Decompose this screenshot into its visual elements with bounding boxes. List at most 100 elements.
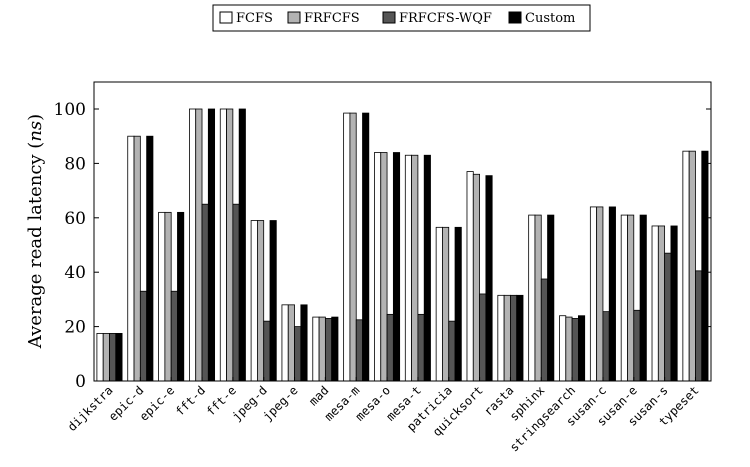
bar-susan-s-frfcfs	[657, 225, 666, 382]
bar-rasta-frfcfs	[503, 294, 511, 382]
bar-mesa-o-custom	[392, 152, 401, 382]
bar-jpeg-e-fcfs	[281, 304, 289, 382]
bar-patricia-frfcfs-wqf	[448, 320, 456, 382]
bar-dijkstra-custom	[115, 332, 123, 382]
bar-fft-d-custom	[207, 108, 216, 382]
bar-rasta-custom	[516, 294, 524, 382]
bar-mad-fcfs	[312, 316, 320, 382]
bar-typeset-fcfs	[682, 150, 690, 382]
bar-fft-d-frfcfs-wqf	[201, 203, 209, 382]
bar-mesa-t-frfcfs-wqf	[417, 313, 425, 382]
bar-susan-e-frfcfs-wqf	[633, 309, 641, 382]
bar-mesa-t-custom	[423, 154, 431, 382]
bar-dijkstra-frfcfs	[102, 332, 110, 382]
plot-frame	[93, 81, 712, 382]
bar-patricia-fcfs	[435, 226, 443, 382]
bar-susan-c-frfcfs	[596, 206, 604, 382]
bar-susan-e-fcfs	[620, 214, 628, 382]
bar-susan-e-frfcfs	[627, 214, 635, 382]
bar-typeset-frfcfs	[688, 150, 696, 382]
bar-epic-e-frfcfs	[164, 211, 172, 382]
bar-epic-e-frfcfs-wqf	[170, 290, 178, 382]
bar-jpeg-d-frfcfs-wqf	[263, 320, 271, 382]
bar-fft-d-frfcfs	[195, 108, 203, 382]
bar-epic-d-frfcfs	[133, 135, 141, 382]
bar-mesa-m-fcfs	[343, 112, 351, 382]
bar-jpeg-d-fcfs	[250, 220, 258, 382]
bar-sphinx-frfcfs	[534, 214, 542, 382]
legend-label-fcfs: FCFS	[236, 11, 273, 26]
bar-stringsearch-fcfs	[559, 315, 567, 382]
bar-sphinx-frfcfs-wqf	[540, 278, 548, 382]
y-axis-label-prefix: Average read latency (	[25, 142, 46, 350]
bar-mesa-m-frfcfs-wqf	[355, 319, 363, 382]
bar-mad-custom	[331, 316, 339, 382]
bar-rasta-fcfs	[497, 294, 505, 382]
bar-quicksort-frfcfs	[472, 173, 480, 382]
x-tick-label-dijkstra: dijkstra	[65, 383, 116, 434]
bar-stringsearch-custom	[578, 315, 586, 382]
bar-rasta-frfcfs-wqf	[510, 294, 518, 382]
legend-swatch-custom	[508, 11, 522, 24]
y-tick-label: 60	[64, 209, 86, 229]
bar-jpeg-e-frfcfs-wqf	[294, 326, 302, 382]
bar-jpeg-e-custom	[300, 304, 308, 382]
bar-susan-c-fcfs	[589, 206, 598, 382]
legend-label-frfcfs: FRFCFS	[304, 11, 360, 26]
bar-jpeg-d-custom	[269, 220, 277, 382]
bar-typeset-custom	[701, 150, 709, 382]
bar-mad-frfcfs-wqf	[324, 318, 333, 382]
legend-label-custom: Custom	[525, 11, 575, 26]
bar-patricia-custom	[454, 226, 462, 382]
legend-swatch-fcfs	[219, 11, 233, 24]
y-axis-ticks: 0 20 40 60 80 100	[54, 100, 711, 392]
bar-fft-e-custom	[238, 108, 246, 382]
x-tick-label-epic-e: epic-e	[137, 383, 178, 424]
bar-stringsearch-frfcfs	[565, 316, 573, 382]
y-tick-label: 20	[64, 318, 86, 338]
y-axis-label-suffix: )	[25, 114, 46, 121]
x-tick-label-mad: mad	[306, 383, 331, 408]
bar-epic-d-frfcfs-wqf	[139, 290, 148, 382]
y-tick-label: 0	[75, 372, 86, 392]
bar-susan-c-frfcfs-wqf	[602, 311, 610, 382]
bar-susan-s-frfcfs-wqf	[664, 252, 672, 382]
bar-mesa-o-frfcfs	[380, 152, 388, 382]
bar-susan-e-custom	[639, 214, 647, 382]
bar-quicksort-frfcfs-wqf	[479, 293, 487, 382]
x-tick-label-fft-d: fft-d	[173, 383, 208, 418]
bars	[96, 108, 709, 382]
bar-stringsearch-frfcfs-wqf	[571, 318, 579, 382]
bar-fft-e-frfcfs-wqf	[232, 203, 240, 382]
bar-jpeg-e-frfcfs	[287, 304, 295, 382]
x-tick-label-jpeg-e: jpeg-e	[260, 383, 301, 424]
x-axis-labels: dijkstraepic-depic-efft-dfft-ejpeg-djpeg…	[65, 377, 702, 454]
legend-box	[212, 4, 591, 32]
bar-mesa-o-fcfs	[374, 152, 382, 382]
bar-patricia-frfcfs	[442, 226, 450, 382]
bar-mesa-t-frfcfs	[411, 154, 419, 382]
bar-jpeg-d-frfcfs	[256, 220, 265, 382]
bar-epic-e-custom	[177, 211, 185, 382]
bar-susan-s-custom	[670, 225, 678, 382]
bar-sphinx-custom	[547, 214, 555, 382]
bar-mesa-t-fcfs	[404, 154, 412, 382]
bar-susan-s-fcfs	[651, 225, 659, 382]
bar-mesa-m-frfcfs	[349, 112, 357, 382]
bar-quicksort-custom	[485, 175, 493, 382]
bar-fft-e-frfcfs	[226, 108, 234, 382]
y-tick-label: 100	[54, 100, 86, 120]
bar-susan-c-custom	[608, 206, 616, 382]
legend-label-frfcfs-wqf: FRFCFS-WQF	[399, 11, 492, 26]
legend-swatch-frfcfs-wqf	[382, 11, 396, 24]
bar-mesa-m-custom	[362, 112, 370, 382]
bar-epic-e-fcfs	[158, 211, 166, 382]
y-tick-label: 80	[64, 154, 86, 174]
bar-epic-d-fcfs	[127, 135, 135, 382]
bar-quicksort-fcfs	[466, 171, 474, 382]
bar-dijkstra-frfcfs-wqf	[109, 332, 117, 382]
bar-mad-frfcfs	[318, 316, 326, 382]
bar-typeset-frfcfs-wqf	[695, 270, 703, 382]
y-tick-label: 40	[64, 263, 86, 283]
legend: FCFS FRFCFS FRFCFS-WQF Custom	[212, 4, 591, 32]
